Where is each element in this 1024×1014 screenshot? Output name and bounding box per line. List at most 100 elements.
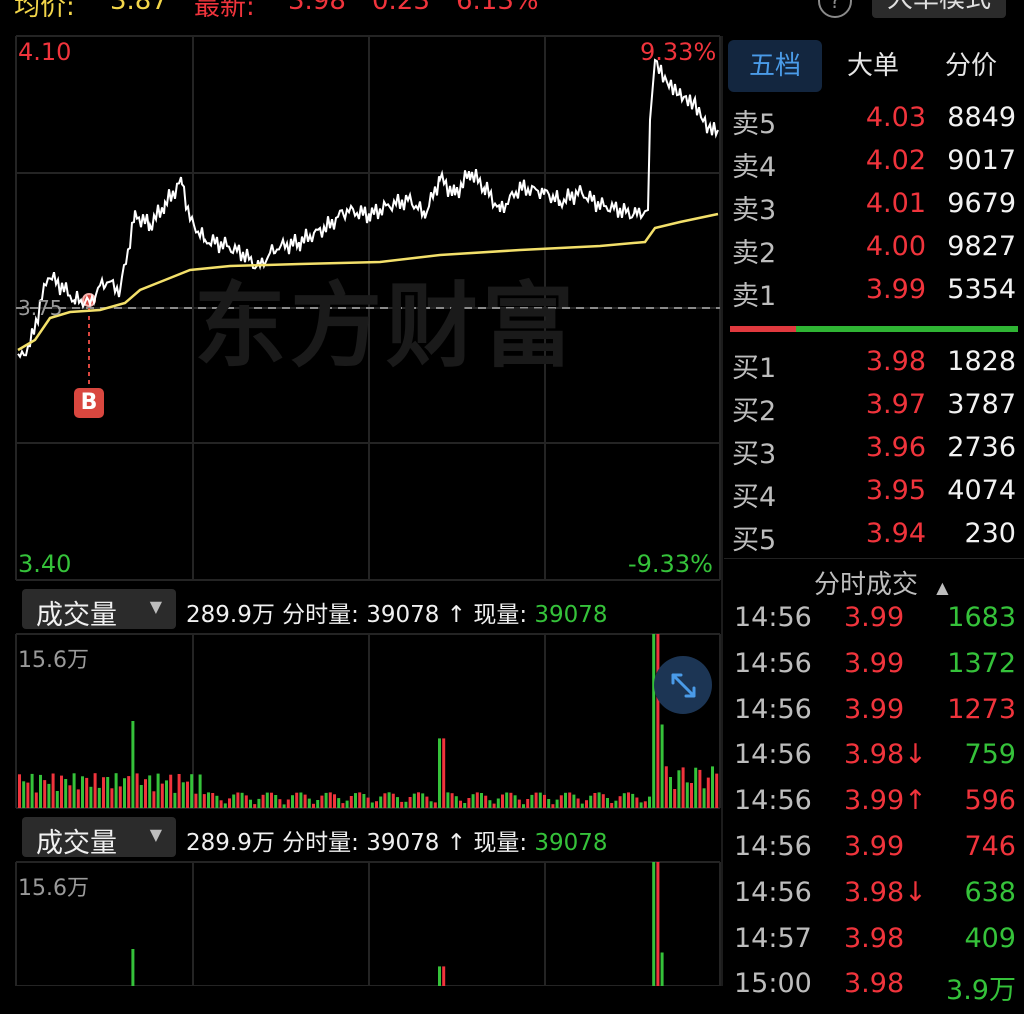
ask-row[interactable]: 卖2 4.00 9827	[724, 231, 1024, 273]
volume-bar	[26, 782, 30, 808]
ask-row[interactable]: 卖4 4.02 9017	[724, 145, 1024, 187]
trade-price: 3.99	[844, 831, 905, 862]
level-label: 买5	[732, 525, 777, 556]
level-price: 4.00	[865, 231, 926, 262]
volume-bar	[22, 781, 26, 808]
volume-bar	[610, 803, 614, 808]
volume-bar	[51, 773, 55, 808]
volume-bar	[102, 777, 105, 808]
volume-bar	[706, 777, 710, 808]
tab-big-orders[interactable]: 大单	[846, 51, 899, 81]
volume-bar	[631, 793, 635, 808]
volume-bar	[580, 803, 584, 808]
ask-row[interactable]: 卖5 4.03 8849	[724, 102, 1024, 144]
level-volume: 9679	[947, 188, 1016, 219]
trades-title-label: 分时成交	[814, 570, 919, 600]
dropdown-triangle-icon: ▼	[149, 597, 162, 616]
volume-bar	[589, 795, 593, 808]
volume-bar	[530, 794, 534, 808]
expand-arrows-icon[interactable]	[654, 656, 712, 714]
trade-time: 14:56	[734, 647, 812, 679]
level-label: 买2	[732, 396, 777, 427]
volume-bar	[639, 802, 643, 808]
volume-bar	[446, 792, 450, 808]
high-pct-label: 9.33%	[640, 38, 717, 66]
volume-bar	[30, 773, 34, 808]
price-line	[17, 58, 719, 359]
volume-bar	[421, 793, 425, 808]
volume-selector-2[interactable]: 成交量 ▼	[22, 817, 176, 859]
volume-bar	[522, 804, 525, 808]
ask-row[interactable]: 卖1 3.99 5354	[724, 274, 1024, 316]
volume-bar	[576, 798, 580, 808]
quote-header: 均价: 3.87 最新: 3.98 0.23 6.13% ? 大单模式	[0, 0, 1024, 22]
volume-bar	[265, 792, 269, 808]
volume-bar	[601, 794, 605, 808]
level-volume: 5354	[947, 274, 1016, 305]
volume-bar	[144, 779, 147, 808]
trade-row: 14:56 3.98↓ 638	[724, 877, 1024, 923]
volume-bar	[681, 767, 685, 808]
volume-bar	[417, 792, 420, 808]
bid-row[interactable]: 买3 3.96 2736	[724, 432, 1024, 474]
volume-bar	[534, 792, 538, 808]
volume-bar	[181, 782, 185, 808]
intraday-chart[interactable]	[0, 0, 1024, 986]
volume-bar	[131, 949, 135, 986]
ask-row[interactable]: 卖3 4.01 9679	[724, 188, 1024, 230]
volume-bar	[656, 862, 660, 986]
volume-bar	[517, 799, 521, 808]
price-change: 0.23	[372, 0, 430, 16]
volume-selector[interactable]: 成交量 ▼	[22, 589, 176, 631]
volume-bar	[442, 966, 446, 986]
big-order-mode-button[interactable]: 大单模式	[872, 0, 1006, 18]
buy-marker-badge[interactable]: B	[74, 388, 104, 418]
volume-bar	[715, 773, 719, 808]
volume-bar	[64, 779, 68, 808]
trade-time: 15:00	[734, 968, 812, 1000]
bid-row[interactable]: 买1 3.98 1828	[724, 346, 1024, 388]
volume-bar	[43, 780, 47, 808]
bid-ratio-bar	[796, 326, 1018, 332]
order-book-panel: 五档 大单 分价 卖5 4.03 8849 卖4 4.02 9017 卖3 4.01 9679 卖…	[724, 36, 1024, 1006]
bid-row[interactable]: 买5 3.94 230	[724, 518, 1024, 560]
volume-bar	[673, 789, 677, 808]
volume-bar	[232, 794, 236, 808]
price-lines	[17, 58, 719, 359]
bid-row[interactable]: 买2 3.97 3787	[724, 389, 1024, 431]
tab-price-distribution[interactable]: 分价	[944, 51, 997, 81]
volume-bar	[618, 796, 622, 808]
volume-bar	[34, 792, 38, 808]
trade-price: 3.99	[844, 647, 905, 679]
volume-bar	[362, 794, 366, 808]
level-volume: 9017	[947, 145, 1016, 176]
trades-title[interactable]: 分时成交 ▲	[814, 564, 949, 601]
ask-ratio-bar	[730, 326, 796, 332]
tab-five-levels[interactable]: 五档	[728, 40, 822, 92]
volume-bar	[526, 799, 530, 808]
volume-bar	[627, 792, 630, 808]
volume-bar	[320, 795, 324, 808]
volume-bar	[236, 792, 240, 808]
volume-bar	[299, 792, 303, 808]
volume-bar	[433, 802, 437, 808]
trade-volume: 1273	[947, 693, 1016, 725]
volume-bar	[131, 721, 135, 808]
volume-bar	[438, 738, 441, 808]
level-volume: 2736	[947, 432, 1016, 463]
trade-price: 3.98	[844, 922, 905, 954]
level-price: 3.95	[865, 475, 926, 506]
volume-bar	[459, 800, 462, 808]
level-label: 卖4	[732, 152, 777, 183]
volume-bar	[509, 792, 513, 808]
volume-bar	[358, 792, 362, 808]
bid-row[interactable]: 买4 3.95 4074	[724, 475, 1024, 517]
volume-bar	[135, 773, 139, 808]
volume-bar	[110, 788, 114, 808]
volume-bar	[114, 773, 118, 808]
volume-bar	[383, 793, 387, 808]
current-volume-label: 现量:	[473, 602, 528, 628]
trade-time: 14:56	[734, 831, 812, 862]
trade-time: 14:56	[734, 739, 812, 771]
volume-bar	[513, 795, 517, 808]
